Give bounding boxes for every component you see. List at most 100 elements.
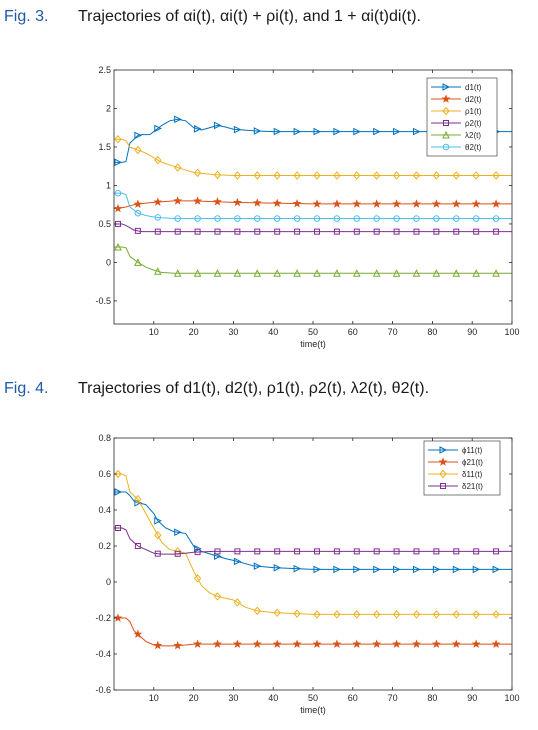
x-tick-label: 90 (467, 327, 477, 337)
data-point-marker (174, 550, 181, 557)
data-point-marker (173, 269, 182, 277)
data-point-marker (412, 610, 421, 619)
x-axis-label: time(t) (300, 705, 326, 715)
data-point-marker (393, 127, 401, 136)
data-point-marker (392, 171, 401, 180)
data-point-marker (134, 131, 142, 140)
data-point-marker (373, 565, 381, 574)
data-point-marker (273, 563, 282, 572)
data-point-marker (134, 258, 142, 266)
legend-label: λ2(t) (465, 131, 481, 140)
data-point-marker (491, 639, 501, 648)
series-line (114, 246, 512, 274)
x-tick-label: 50 (308, 693, 318, 703)
x-tick-label: 30 (228, 693, 238, 703)
legend-marker (442, 143, 450, 151)
figure-number: Fig. 3. (4, 8, 49, 25)
data-point-marker (234, 215, 241, 222)
data-point-marker (352, 199, 362, 208)
data-point-marker (153, 197, 163, 206)
data-point-marker (253, 127, 262, 135)
data-point-marker (393, 228, 400, 235)
data-point-marker (292, 198, 302, 208)
data-point-marker (134, 145, 142, 155)
legend-marker (438, 457, 448, 466)
data-point-marker (432, 565, 441, 574)
data-point-marker (412, 565, 421, 574)
data-point-marker (492, 565, 501, 574)
data-point-marker (392, 610, 401, 619)
data-point-marker (312, 199, 322, 208)
data-point-marker (294, 228, 301, 235)
data-point-marker (313, 565, 322, 574)
series-line (114, 527, 512, 555)
data-point-marker (154, 124, 162, 133)
data-point-marker (473, 548, 480, 555)
data-point-marker (273, 269, 281, 277)
data-point-marker (174, 528, 182, 537)
data-point-marker (313, 610, 321, 619)
data-point-marker (273, 608, 281, 618)
y-tick-label: 2.5 (98, 65, 111, 75)
y-tick-label: 0.4 (98, 505, 111, 515)
legend-marker (441, 94, 451, 103)
data-point-marker (214, 215, 221, 222)
data-point-marker (373, 127, 381, 136)
data-point-marker (292, 639, 302, 648)
data-point-marker (453, 548, 460, 555)
data-point-marker (154, 228, 161, 235)
data-point-marker (373, 610, 381, 619)
data-point-marker (154, 530, 162, 540)
data-point-marker (213, 197, 222, 206)
legend-label: d2(t) (465, 95, 482, 104)
data-point-marker (353, 127, 361, 136)
x-tick-label: 20 (189, 693, 199, 703)
data-point-marker (154, 214, 162, 221)
data-point-marker (353, 215, 361, 222)
data-point-marker (353, 228, 360, 235)
legend-marker (439, 469, 447, 479)
data-point-marker (353, 171, 361, 180)
data-point-marker (493, 228, 500, 235)
data-point-marker (174, 228, 181, 235)
series-line (114, 223, 512, 233)
data-point-marker (353, 565, 361, 574)
y-tick-label: -0.5 (95, 296, 111, 306)
y-tick-label: 0 (106, 577, 111, 587)
data-point-marker (412, 171, 421, 180)
data-point-marker (452, 171, 460, 180)
data-point-marker (273, 127, 282, 136)
data-point-marker (253, 562, 262, 570)
data-point-marker (352, 269, 361, 277)
data-point-marker (154, 155, 162, 165)
y-tick-label: -0.2 (95, 613, 111, 623)
data-point-marker (273, 215, 281, 222)
data-point-marker (134, 498, 142, 507)
data-point-marker (313, 171, 321, 180)
data-point-marker (432, 269, 441, 277)
data-point-marker (134, 494, 142, 504)
data-point-marker (452, 610, 460, 619)
series-line (114, 200, 512, 210)
data-point-marker (333, 127, 341, 136)
data-point-marker (373, 171, 381, 180)
data-point-marker (252, 639, 262, 648)
data-point-marker (293, 171, 301, 180)
data-point-marker (431, 199, 441, 208)
data-point-marker (153, 267, 162, 275)
data-point-marker (294, 548, 301, 555)
data-point-marker (254, 228, 261, 235)
legend-label: δ11(t) (462, 470, 483, 479)
y-tick-label: 0.5 (98, 219, 111, 229)
y-tick-label: 0 (106, 257, 111, 267)
legend-label: δ21(t) (462, 482, 483, 491)
data-point-marker (372, 639, 382, 648)
data-point-marker (412, 639, 421, 648)
data-point-marker (114, 158, 123, 167)
data-point-marker (252, 198, 262, 207)
legend-label: θ2(t) (465, 143, 482, 152)
data-point-marker (174, 215, 181, 222)
data-point-marker (253, 171, 261, 180)
data-point-marker (332, 199, 342, 208)
data-point-marker (213, 639, 222, 648)
